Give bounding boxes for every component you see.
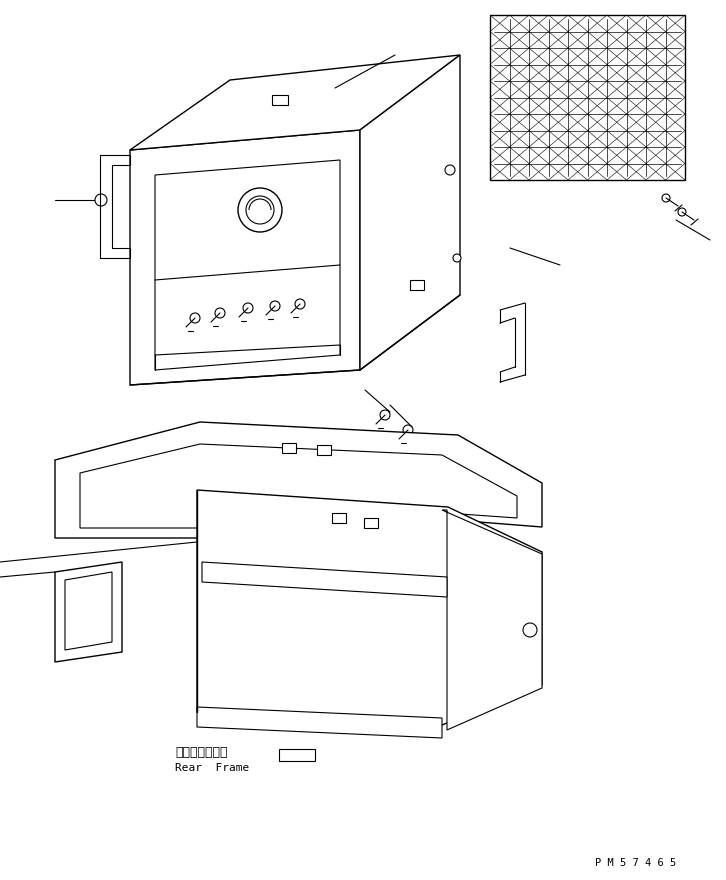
- FancyBboxPatch shape: [272, 95, 288, 105]
- Circle shape: [295, 299, 305, 309]
- Circle shape: [215, 308, 225, 318]
- Circle shape: [246, 196, 274, 224]
- Circle shape: [678, 208, 686, 216]
- Polygon shape: [360, 55, 460, 370]
- Circle shape: [270, 301, 280, 311]
- Polygon shape: [197, 490, 542, 725]
- Bar: [317, 445, 331, 455]
- Bar: [364, 518, 378, 528]
- Polygon shape: [55, 562, 122, 662]
- Circle shape: [95, 194, 107, 206]
- Circle shape: [380, 410, 390, 420]
- Circle shape: [190, 313, 200, 323]
- Circle shape: [453, 254, 461, 262]
- Polygon shape: [55, 422, 542, 538]
- Polygon shape: [442, 510, 542, 730]
- Circle shape: [403, 425, 413, 435]
- Circle shape: [243, 303, 253, 313]
- Circle shape: [238, 188, 282, 232]
- Bar: [279, 749, 315, 761]
- Text: Rear  Frame: Rear Frame: [175, 763, 249, 773]
- Circle shape: [445, 165, 455, 175]
- Circle shape: [523, 623, 537, 637]
- Circle shape: [662, 194, 670, 202]
- Bar: [332, 513, 346, 523]
- Polygon shape: [490, 15, 685, 180]
- Polygon shape: [197, 707, 442, 738]
- Polygon shape: [202, 562, 447, 597]
- Polygon shape: [130, 55, 460, 150]
- Text: リヤーフレーム: リヤーフレーム: [175, 745, 227, 759]
- Polygon shape: [130, 130, 360, 385]
- Bar: [410, 280, 424, 290]
- Bar: [282, 443, 296, 453]
- Text: P M 5 7 4 6 5: P M 5 7 4 6 5: [595, 858, 676, 868]
